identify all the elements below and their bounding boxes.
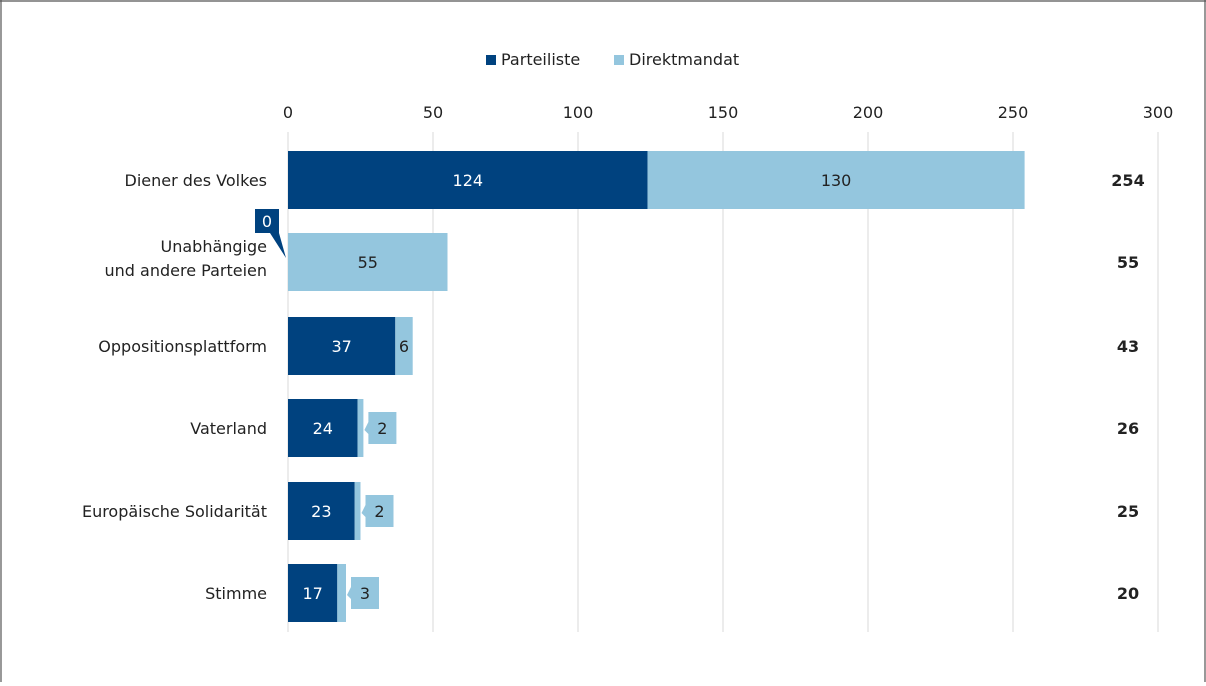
- total-label-stimme: 20: [1117, 584, 1139, 603]
- bar-direktmandat-europäische-solidarität: [354, 482, 361, 540]
- category-label-vaterland: Vaterland: [190, 419, 267, 438]
- bar-parteiliste-oppositionsplattform: [288, 317, 396, 375]
- category-label-stimme: Stimme: [205, 584, 267, 603]
- legend: Parteiliste Direktmandat: [486, 50, 739, 69]
- data-label-direktmandat-unabhängige-und-andere-parteien: 55: [358, 253, 378, 272]
- data-label-parteiliste-oppositionsplattform: 37: [331, 337, 351, 356]
- callout-parteiliste-unabhängige-und-andere-parteien: [255, 209, 286, 258]
- data-label-direktmandat-diener-des-volkes: 130: [821, 171, 852, 190]
- data-label-direktmandat-stimme: 3: [360, 584, 370, 603]
- total-label-diener-des-volkes: 254: [1111, 171, 1144, 190]
- x-tick-label-50: 50: [423, 103, 443, 122]
- x-tick-label-150: 150: [708, 103, 739, 122]
- data-label-parteiliste-vaterland: 24: [313, 419, 333, 438]
- category-labels: Diener des Volkes Unabhängige und andere P…: [82, 171, 267, 603]
- data-label-direktmandat-oppositionsplattform: 6: [399, 337, 409, 356]
- gridlines: [287, 132, 1159, 632]
- bar-parteiliste-europäische-solidarität: [288, 482, 355, 540]
- x-tick-label-300: 300: [1143, 103, 1174, 122]
- bar-parteiliste-vaterland: [288, 399, 358, 457]
- legend-swatch-parteiliste: [486, 55, 496, 65]
- callout-direktmandat-vaterland: [364, 412, 397, 444]
- legend-label-direktmandat: Direktmandat: [629, 50, 739, 69]
- bars: 124 130 0 55 37 6 24 2 23 2 17 3: [255, 151, 1025, 622]
- total-labels: 254 55 43 26 25 20: [1111, 171, 1144, 603]
- bar-parteiliste-stimme: [288, 564, 338, 622]
- data-label-parteiliste-europäische-solidarität: 23: [311, 502, 331, 521]
- bar-direktmandat-diener-des-volkes: [647, 151, 1025, 209]
- category-label-unabhängige-und-andere-parteien-line1: Unabhängige: [161, 237, 268, 256]
- data-label-direktmandat-vaterland: 2: [377, 419, 387, 438]
- legend-swatch-direktmandat: [614, 55, 624, 65]
- bar-direktmandat-oppositionsplattform: [395, 317, 413, 375]
- callout-direktmandat-europäische-solidarität: [361, 495, 394, 527]
- data-label-parteiliste-diener-des-volkes: 124: [453, 171, 484, 190]
- data-label-direktmandat-europäische-solidarität: 2: [374, 502, 384, 521]
- x-tick-label-250: 250: [998, 103, 1029, 122]
- category-label-unabhängige-und-andere-parteien-line2: und andere Parteien: [105, 261, 267, 280]
- bar-parteiliste-diener-des-volkes: [288, 151, 648, 209]
- category-label-diener-des-volkes: Diener des Volkes: [125, 171, 268, 190]
- total-label-vaterland: 26: [1117, 419, 1139, 438]
- x-tick-label-200: 200: [853, 103, 884, 122]
- total-label-oppositionsplattform: 43: [1117, 337, 1139, 356]
- data-label-parteiliste-stimme: 17: [302, 584, 322, 603]
- x-tick-label-100: 100: [563, 103, 594, 122]
- x-axis-tick-labels: 0 50 100 150 200 250 300: [283, 103, 1173, 122]
- category-label-europäische-solidarität: Europäische Solidarität: [82, 502, 267, 521]
- x-tick-label-0: 0: [283, 103, 293, 122]
- total-label-europäische-solidarität: 25: [1117, 502, 1139, 521]
- total-label-unabhängige-und-andere-parteien: 55: [1117, 253, 1139, 272]
- bar-direktmandat-stimme: [337, 564, 346, 622]
- legend-label-parteiliste: Parteiliste: [501, 50, 580, 69]
- bar-direktmandat-vaterland: [357, 399, 364, 457]
- category-label-oppositionsplattform: Oppositionsplattform: [98, 337, 267, 356]
- callout-direktmandat-stimme: [347, 577, 379, 609]
- data-label-parteiliste-unabhängige-und-andere-parteien: 0: [262, 212, 272, 231]
- bar-direktmandat-unabhängige-und-andere-parteien: [288, 233, 448, 291]
